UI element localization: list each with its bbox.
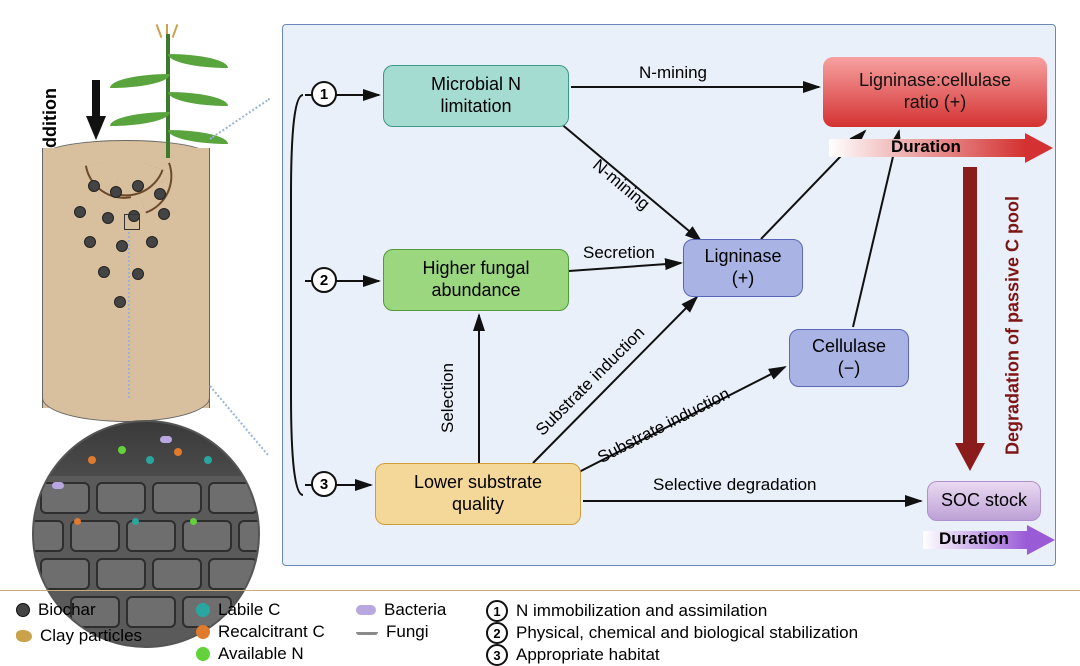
legend-num-3: 3Appropriate habitat [486,644,660,666]
box-ligninase-cellulase-ratio: Ligninase:cellulase ratio (+) [823,57,1047,127]
duration-purple-arrow: Duration [923,525,1057,555]
box-ligninase: Ligninase (+) [683,239,803,297]
box-soc-stock: SOC stock [927,481,1041,521]
pathway-circle-1: 1 [311,81,337,107]
box-cellulase: Cellulase (−) [789,329,909,387]
soil-column: Biochar addition [32,30,220,590]
box-lower-substrate-quality: Lower substrate quality [375,463,581,525]
duration-red-label: Duration [891,137,961,157]
legend-available-n: Available N [196,644,304,664]
edge-label-selection: Selection [438,363,458,433]
biochar-arrow [86,80,106,140]
legend-num-1: 1N immobilization and assimilation [486,600,767,622]
duration-purple-label: Duration [939,529,1009,549]
pathway-circle-3: 3 [311,471,337,497]
edge-label-nmining-1: N-mining [639,63,707,83]
legend-biochar: Biochar [16,600,96,620]
legend-recalcitrant-c: Recalcitrant C [196,622,325,642]
pathway-circle-2: 2 [311,267,337,293]
legend-labile-c: Labile C [196,600,280,620]
edge-label-secretion: Secretion [583,243,655,263]
legend: Biochar Clay particles Labile C Recalcit… [16,600,1066,654]
zoom-leader-line [128,232,130,398]
legend-num-2: 2Physical, chemical and biological stabi… [486,622,858,644]
box-higher-fungal-abundance: Higher fungal abundance [383,249,569,311]
soil-bottom-ellipse [42,398,210,422]
flow-panel: 1 2 3 Microbial N limitation Higher fung… [282,24,1056,566]
degradation-label: Degradation of passive C pool [1003,196,1024,456]
edge-label-selective-degradation: Selective degradation [653,475,817,495]
duration-red-arrow: Duration [829,133,1055,163]
ground-line [0,590,1080,591]
legend-bacteria: Bacteria [356,600,446,620]
degradation-arrow [955,167,985,473]
sample-square-icon [124,214,140,230]
legend-fungi: Fungi [356,622,429,642]
legend-clay: Clay particles [16,626,142,646]
box-microbial-n-limitation: Microbial N limitation [383,65,569,127]
